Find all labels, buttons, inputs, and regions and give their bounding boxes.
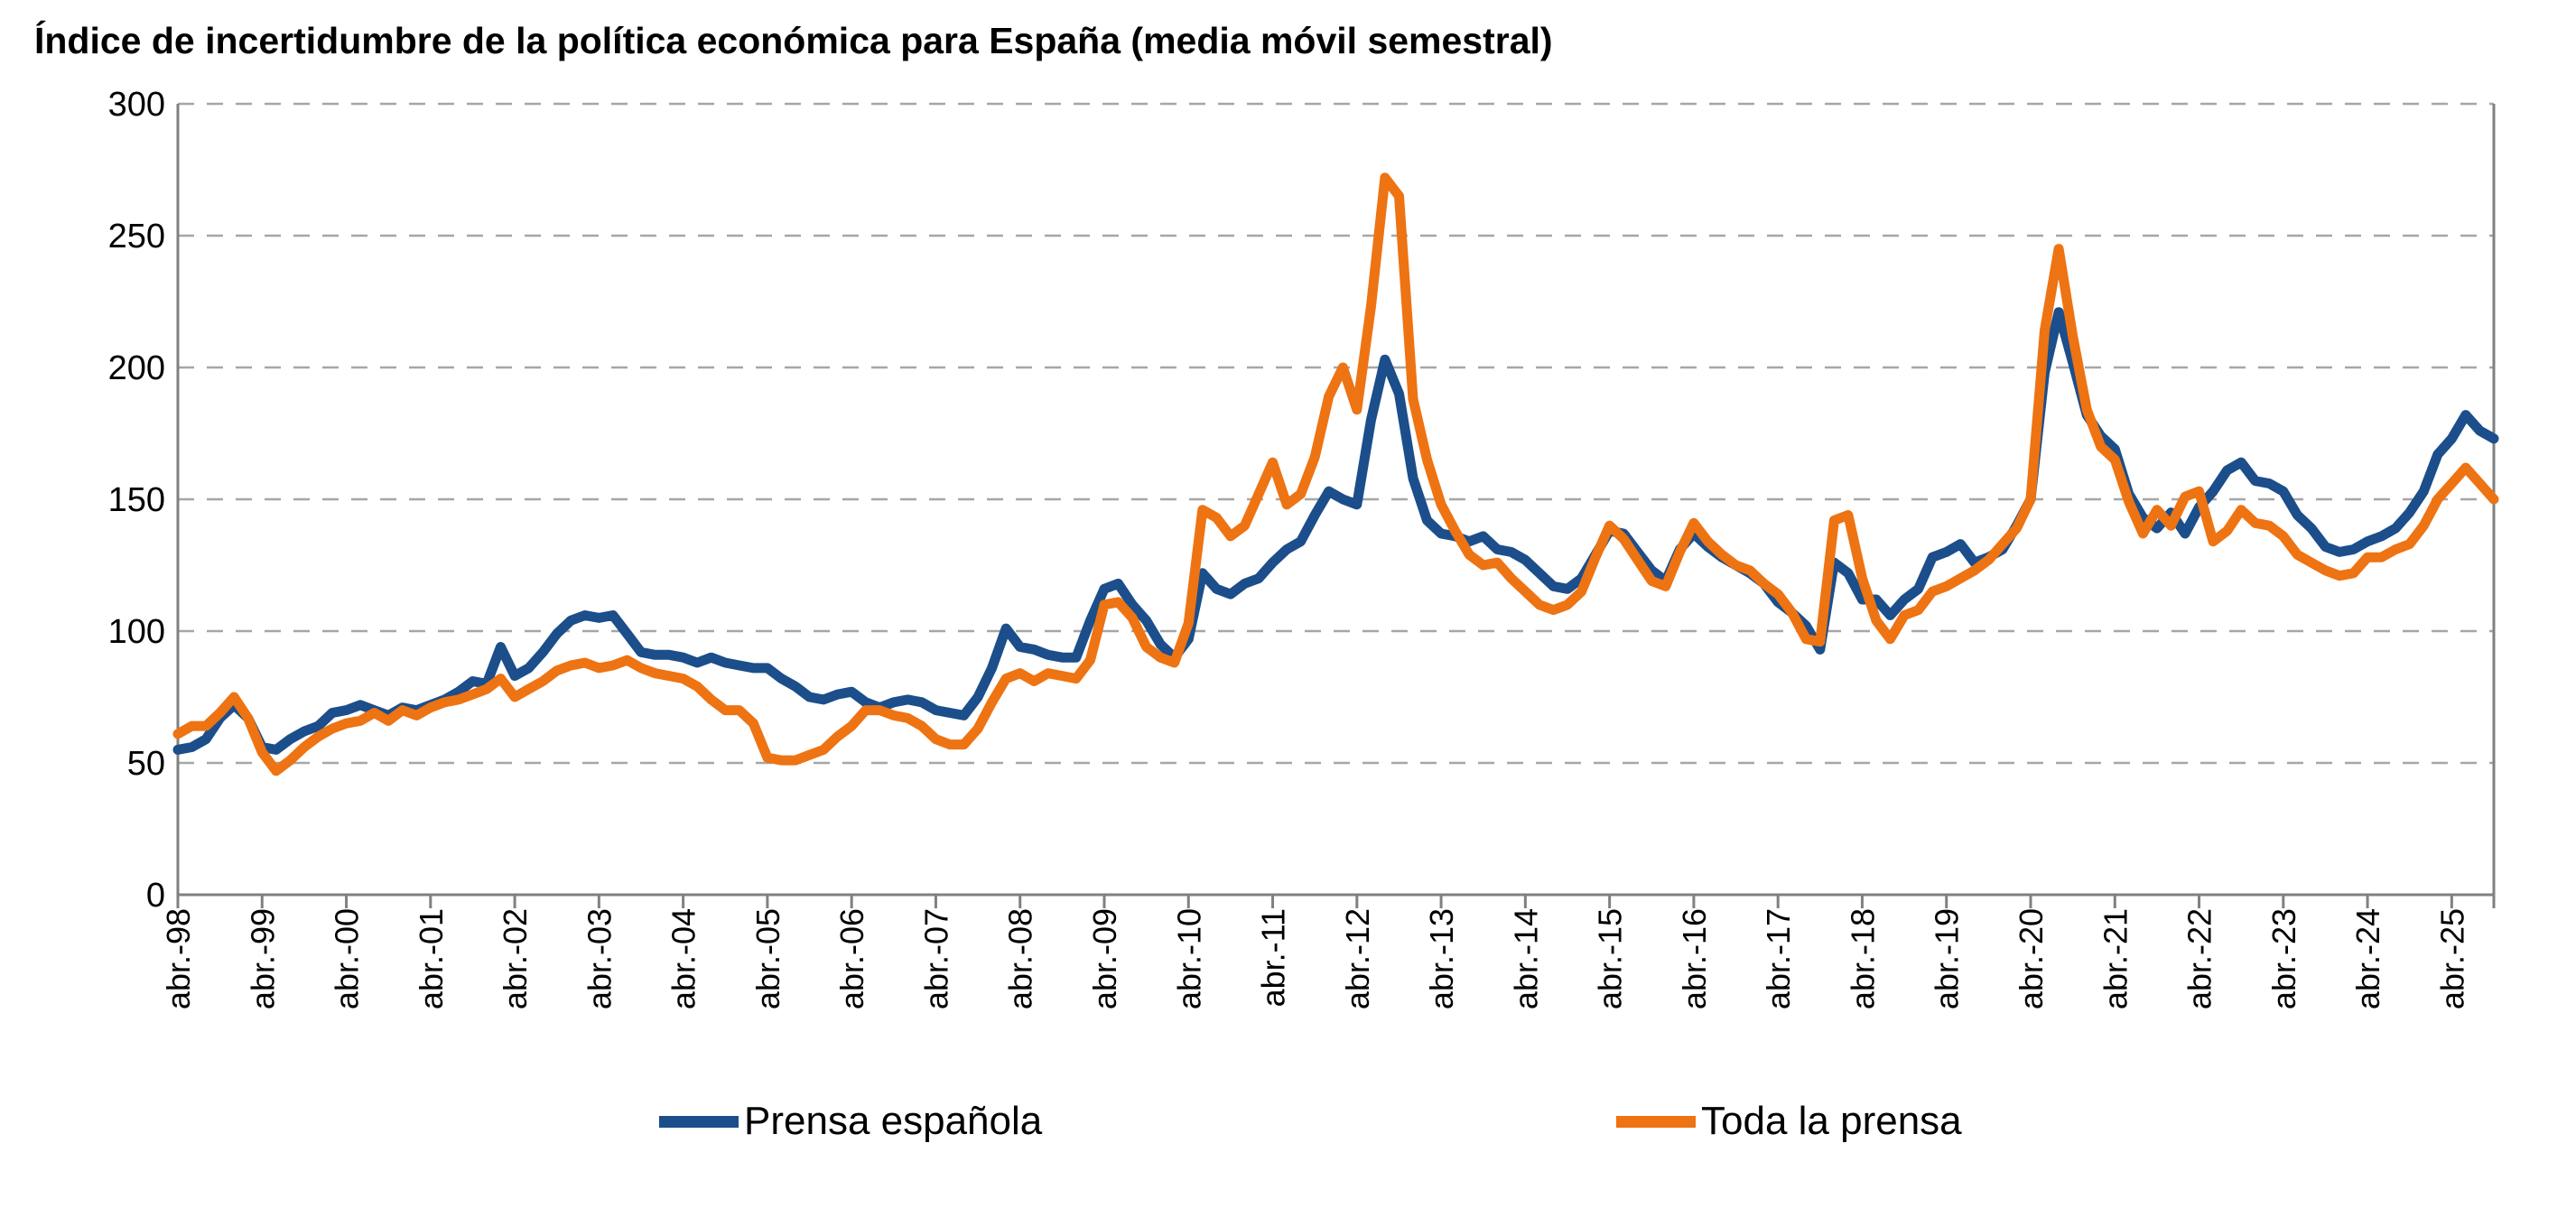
x-tick-label: abr.-14 bbox=[1507, 908, 1544, 1009]
series-line-0 bbox=[172, 307, 2499, 755]
x-tick-label: abr.-98 bbox=[160, 908, 197, 1009]
x-tick-label: abr.-22 bbox=[2181, 908, 2218, 1009]
x-tick-label: abr.-03 bbox=[581, 908, 618, 1009]
x-tick-label: abr.-00 bbox=[329, 908, 366, 1009]
x-tick-label: abr.-23 bbox=[2265, 908, 2302, 1009]
axis-labels: 0 50 100 150 200 250 300 abr.-98 abr.-99 abr.-00 a… bbox=[108, 86, 2471, 1009]
x-tick-label: abr.-10 bbox=[1170, 908, 1207, 1009]
legend-item-toda-la-prensa: Toda la prensa bbox=[1616, 1094, 1962, 1148]
legend-label-prensa-espanola: Prensa española bbox=[744, 1099, 1043, 1143]
x-tick-label: abr.-15 bbox=[1592, 908, 1629, 1009]
y-tick-label: 250 bbox=[108, 218, 165, 256]
legend-label-toda-la-prensa: Toda la prensa bbox=[1701, 1099, 1962, 1143]
x-tick-label: abr.-04 bbox=[665, 908, 702, 1009]
axes bbox=[176, 104, 2496, 908]
legend-item-prensa-espanola: Prensa española bbox=[659, 1094, 1042, 1148]
x-tick-label: abr.-21 bbox=[2097, 908, 2134, 1009]
x-tick-label: abr.-12 bbox=[1339, 908, 1376, 1009]
series-line-1 bbox=[172, 172, 2499, 776]
x-tick-label: abr.-01 bbox=[413, 908, 450, 1009]
x-tick-label: abr.-09 bbox=[1086, 908, 1123, 1009]
y-tick-label: 150 bbox=[108, 481, 165, 519]
gridlines bbox=[178, 102, 2494, 765]
x-tick-label: abr.-13 bbox=[1423, 908, 1460, 1009]
legend-swatch-prensa-espanola bbox=[659, 1115, 739, 1128]
y-tick-label: 300 bbox=[108, 86, 165, 124]
chart-title: Índice de incertidumbre de la política e… bbox=[34, 20, 1553, 61]
x-tick-label: abr.-20 bbox=[2013, 908, 2050, 1009]
y-tick-label: 0 bbox=[146, 877, 165, 915]
y-tick-label: 50 bbox=[127, 745, 165, 783]
x-tick-label: abr.-18 bbox=[1844, 908, 1881, 1009]
x-tick-label: abr.-02 bbox=[497, 908, 534, 1009]
x-tick-label: abr.-25 bbox=[2433, 908, 2470, 1009]
x-tick-label: abr.-11 bbox=[1255, 908, 1292, 1007]
legend-swatch-toda-la-prensa bbox=[1616, 1115, 1696, 1128]
y-tick-label: 100 bbox=[108, 613, 165, 651]
x-tick-label: abr.-07 bbox=[917, 908, 954, 1009]
y-tick-label: 200 bbox=[108, 349, 165, 387]
x-tick-label: abr.-24 bbox=[2349, 908, 2386, 1009]
legend: Prensa española Toda la prensa bbox=[0, 1094, 2576, 1148]
x-tick-label: abr.-99 bbox=[244, 908, 281, 1009]
series-lines bbox=[172, 172, 2499, 776]
x-tick-label: abr.-08 bbox=[1002, 908, 1039, 1009]
x-tick-label: abr.-05 bbox=[749, 908, 786, 1009]
x-tick-label: abr.-16 bbox=[1676, 908, 1713, 1009]
x-tick-label: abr.-06 bbox=[833, 908, 870, 1009]
x-tick-label: abr.-19 bbox=[1929, 908, 1966, 1009]
x-tick-label: abr.-17 bbox=[1760, 908, 1797, 1009]
